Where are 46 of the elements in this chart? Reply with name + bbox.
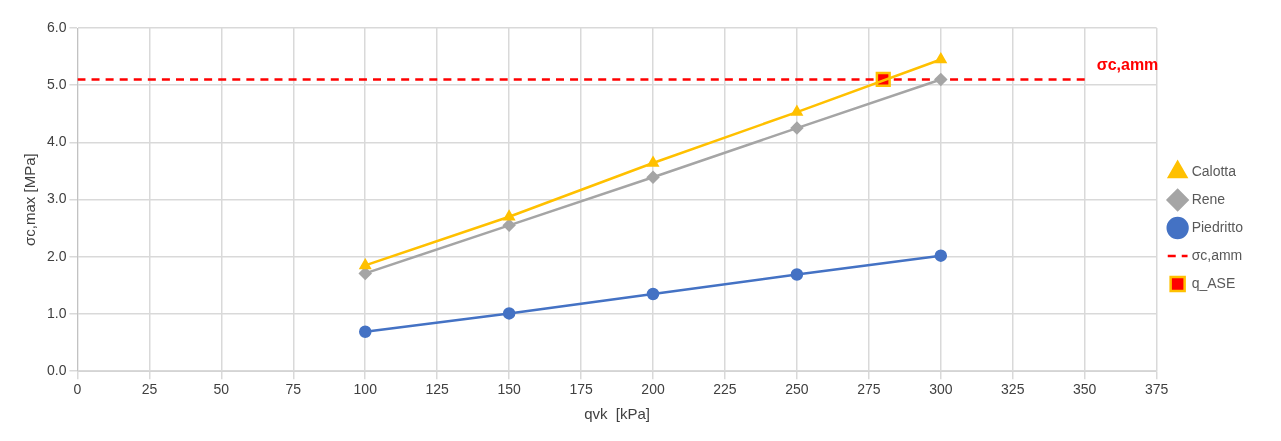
- point: [646, 171, 660, 184]
- point: [934, 73, 948, 86]
- y-tick-label: 3.0: [46, 190, 67, 207]
- point: [358, 267, 372, 280]
- y-tick-label: 5.0: [46, 76, 67, 93]
- x-tick-label: 100: [353, 381, 378, 398]
- x-tick-label: 350: [1073, 381, 1097, 398]
- y-tick-label: 4.0: [46, 133, 67, 150]
- x-tick-label: 250: [785, 381, 809, 398]
- point: [935, 53, 947, 64]
- point: [790, 121, 804, 135]
- point: [503, 210, 515, 221]
- x-tick-label: 275: [857, 381, 881, 398]
- point: [790, 268, 804, 281]
- y-axis-title: σc,max [MPa]: [21, 153, 39, 246]
- x-tick-label: 75: [285, 381, 302, 398]
- y-tick-label: 1.0: [46, 304, 67, 321]
- x-axis-title: qvk [kPa]: [584, 405, 650, 423]
- point: [358, 325, 372, 338]
- y-tick-label: 2.0: [46, 247, 67, 264]
- y-tick-label: 6.0: [46, 18, 67, 35]
- point: [647, 156, 659, 167]
- legend-label: Rene: [1191, 190, 1226, 207]
- y-tick-label: 0.0: [46, 362, 67, 379]
- x-tick-label: 150: [497, 381, 522, 398]
- point: [791, 105, 803, 116]
- legend-label: Piedritto: [1191, 218, 1244, 235]
- annotation: σc,amm: [1096, 55, 1159, 73]
- x-tick-label: 225: [713, 381, 737, 398]
- point: [934, 249, 948, 262]
- x-tick-label: 125: [425, 381, 450, 398]
- legend-label: Calotta: [1191, 162, 1237, 179]
- legend-label: q_ASE: [1191, 274, 1236, 291]
- point: [359, 259, 371, 270]
- x-tick-label: 175: [569, 381, 593, 398]
- x-tick-label: 0: [73, 381, 82, 398]
- point: [646, 287, 660, 301]
- point: [502, 307, 516, 320]
- x-tick-label: 50: [213, 381, 230, 398]
- x-tick-label: 300: [929, 381, 953, 398]
- x-tick-label: 200: [641, 381, 665, 398]
- x-tick-label: 375: [1144, 381, 1169, 398]
- x-tick-label: 25: [141, 381, 158, 398]
- x-tick-label: 325: [1001, 381, 1025, 398]
- point: [502, 219, 516, 232]
- legend-label: σc,amm: [1191, 246, 1243, 263]
